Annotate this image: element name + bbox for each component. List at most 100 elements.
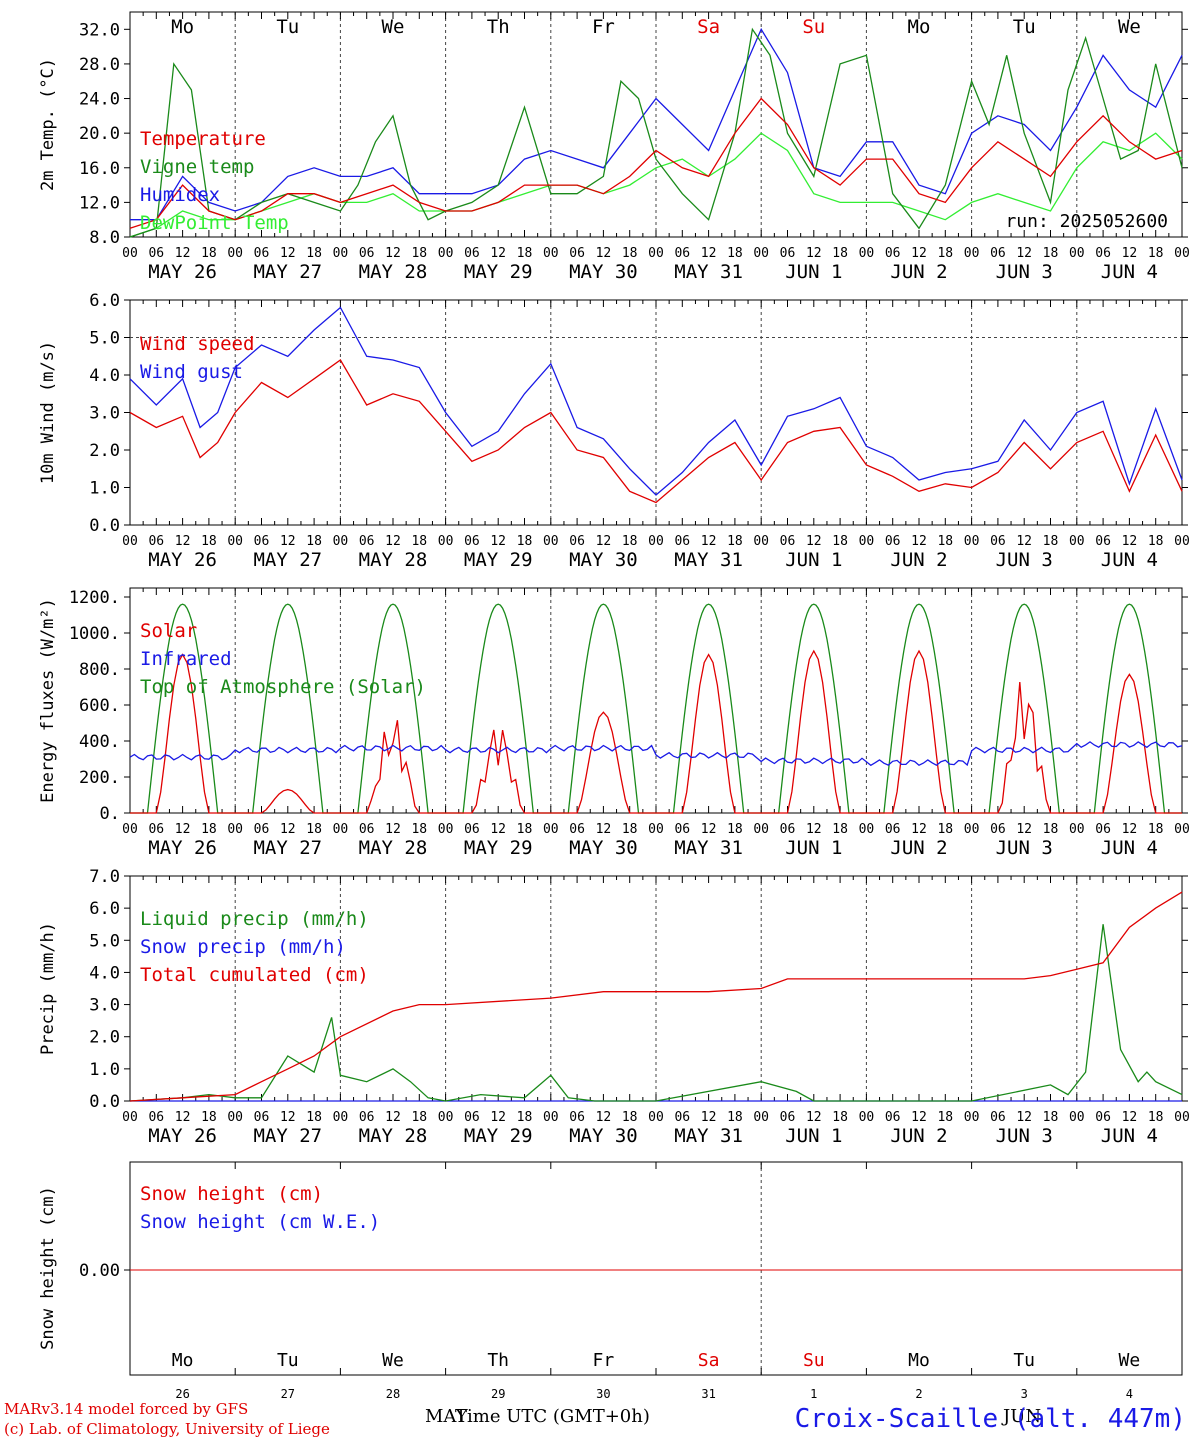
day-label: JUN 1 <box>785 261 842 283</box>
hour-tick-label: 06 <box>569 534 585 549</box>
y-tick-label: 8.0 <box>89 228 120 248</box>
model-credit: MARv3.14 model forced by GFS <box>4 1400 249 1418</box>
weekday-label: Sa <box>698 1350 720 1371</box>
day-label: JUN 3 <box>996 837 1053 859</box>
hour-tick-label: 18 <box>727 534 743 549</box>
hour-tick-label: 12 <box>1122 822 1138 837</box>
day-label: JUN 3 <box>996 261 1053 283</box>
hour-tick-label: 06 <box>885 822 901 837</box>
y-tick-label: 800. <box>79 660 120 680</box>
y-tick-label: 1000. <box>69 624 120 644</box>
hour-tick-label: 12 <box>175 534 191 549</box>
hour-tick-label: 12 <box>175 246 191 261</box>
y-axis-label: Precip (mm/h) <box>38 922 58 1055</box>
wind-series-line <box>129 306 1183 496</box>
hour-tick-label: 00 <box>333 822 349 837</box>
hour-tick-label: 18 <box>411 534 427 549</box>
weekday-label: Sa <box>697 16 720 38</box>
weekday-label: Mo <box>172 1350 194 1371</box>
hour-tick-label: 00 <box>753 1110 769 1125</box>
hour-tick-label: 12 <box>596 1110 612 1125</box>
hour-tick-label: 06 <box>464 246 480 261</box>
y-tick-label: 12.0 <box>79 193 120 213</box>
y-tick-label: 0. <box>100 804 120 824</box>
hour-tick-label: 12 <box>701 1110 717 1125</box>
hour-tick-label: 00 <box>1069 1110 1085 1125</box>
hour-tick-label: 06 <box>359 1110 375 1125</box>
hour-tick-label: 12 <box>1122 534 1138 549</box>
day-number-label: 1 <box>810 1387 817 1401</box>
hour-tick-label: 18 <box>832 1110 848 1125</box>
wind-series-line <box>129 359 1183 504</box>
hour-tick-label: 18 <box>517 1110 533 1125</box>
total-cumulated-line <box>129 891 1183 1102</box>
day-label: JUN 4 <box>1101 261 1158 283</box>
hour-tick-label: 00 <box>964 1110 980 1125</box>
hour-tick-label: 00 <box>1069 246 1085 261</box>
hour-tick-label: 00 <box>648 246 664 261</box>
hour-tick-label: 18 <box>306 1110 322 1125</box>
hour-tick-label: 18 <box>201 246 217 261</box>
y-tick-label: 6.0 <box>89 291 120 311</box>
legend-entry: Humidex <box>140 184 220 206</box>
day-label: MAY 30 <box>569 837 638 859</box>
y-tick-label: 1.0 <box>89 479 120 499</box>
day-label: MAY 28 <box>359 549 428 571</box>
hour-tick-label: 00 <box>227 822 243 837</box>
hour-tick-label: 00 <box>859 822 875 837</box>
hour-tick-label: 06 <box>990 246 1006 261</box>
lab-credit: (c) Lab. of Climatology, University of L… <box>4 1420 330 1438</box>
y-tick-label: 16.0 <box>79 159 120 179</box>
hour-tick-label: 06 <box>780 822 796 837</box>
hour-tick-label: 06 <box>885 534 901 549</box>
hour-tick-label: 00 <box>964 822 980 837</box>
hour-tick-label: 06 <box>990 822 1006 837</box>
hour-tick-label: 06 <box>254 1110 270 1125</box>
hour-tick-label: 06 <box>674 822 690 837</box>
y-axis-label: Energy fluxes (W/m²) <box>38 598 58 803</box>
hour-tick-label: 06 <box>885 1110 901 1125</box>
day-label: MAY 28 <box>359 1125 428 1147</box>
hour-tick-label: 00 <box>227 246 243 261</box>
hour-tick-label: 06 <box>1095 822 1111 837</box>
hour-tick-label: 12 <box>806 534 822 549</box>
hour-tick-label: 18 <box>832 246 848 261</box>
hour-tick-label: 18 <box>306 246 322 261</box>
y-tick-label: 400. <box>79 732 120 752</box>
solar-line <box>130 649 1182 814</box>
hour-tick-label: 18 <box>1043 822 1059 837</box>
legend-entry: Infrared <box>140 648 232 670</box>
hour-tick-label: 12 <box>806 822 822 837</box>
day-label: JUN 4 <box>1101 1125 1158 1147</box>
y-tick-label: 24.0 <box>79 90 120 110</box>
day-label: JUN 1 <box>785 1125 842 1147</box>
hour-tick-label: 12 <box>1016 246 1032 261</box>
day-label: MAY 26 <box>148 549 217 571</box>
day-number-label: 3 <box>1021 1387 1028 1401</box>
hour-tick-label: 00 <box>543 822 559 837</box>
hour-tick-label: 18 <box>727 822 743 837</box>
hour-tick-label: 00 <box>1069 534 1085 549</box>
hour-tick-label: 12 <box>385 1110 401 1125</box>
y-tick-label: 1200. <box>69 588 120 608</box>
weekday-label: Fr <box>593 1350 615 1371</box>
hour-tick-label: 12 <box>806 1110 822 1125</box>
hour-tick-label: 18 <box>411 1110 427 1125</box>
hour-tick-label: 12 <box>490 1110 506 1125</box>
hour-tick-label: 00 <box>1069 822 1085 837</box>
hour-tick-label: 06 <box>148 1110 164 1125</box>
hour-tick-label: 18 <box>622 246 638 261</box>
y-tick-label: 200. <box>79 768 120 788</box>
hour-tick-label: 06 <box>885 246 901 261</box>
legend-entry: Snow height (cm) <box>140 1183 323 1205</box>
y-axis-label: 10m Wind (m/s) <box>38 341 58 484</box>
hour-tick-label: 12 <box>1122 246 1138 261</box>
hour-tick-label: 12 <box>911 822 927 837</box>
hour-tick-label: 12 <box>596 534 612 549</box>
hour-tick-label: 12 <box>911 534 927 549</box>
day-label: MAY 28 <box>359 837 428 859</box>
hour-tick-label: 00 <box>1174 822 1190 837</box>
hour-tick-label: 00 <box>753 534 769 549</box>
day-label: MAY 30 <box>569 261 638 283</box>
